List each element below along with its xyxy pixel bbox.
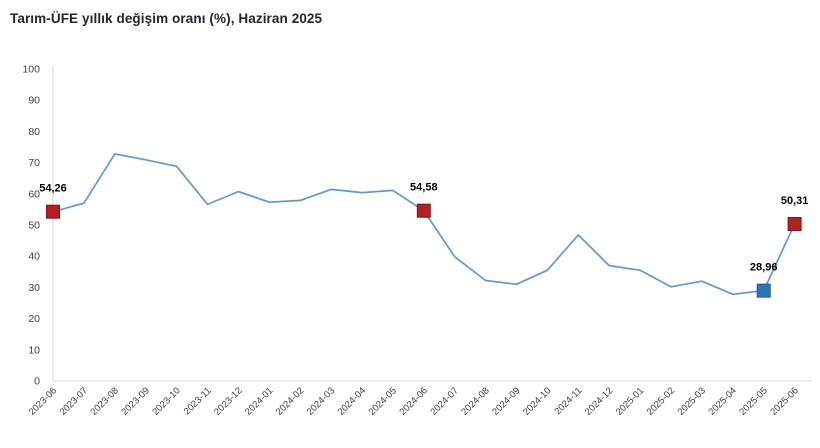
x-tick-label: 2025-04: [706, 385, 738, 417]
data-point-label-2023-06: 54,26: [39, 183, 67, 195]
x-tick-label: 2024-05: [367, 385, 399, 417]
x-tick-label: 2024-04: [336, 385, 368, 417]
data-line: [52, 153, 796, 296]
chart-title: Tarım-ÜFE yıllık değişim oranı (%), Hazi…: [10, 11, 323, 26]
x-tick-label: 2024-08: [459, 385, 491, 417]
x-tick-label: 2023-07: [58, 385, 90, 417]
x-tick-label: 2023-08: [88, 385, 120, 417]
data-point-label-2025-05: 28,96: [750, 262, 778, 274]
x-tick-label: 2024-02: [274, 385, 306, 417]
y-tick-label: 50: [28, 220, 40, 232]
x-tick-label: 2024-10: [521, 385, 553, 417]
data-point-label-2024-06: 54,58: [410, 182, 438, 194]
data-point-label-2025-06: 50,31: [781, 195, 809, 207]
data-marker-2025-05: [756, 283, 771, 298]
data-marker-2025-06: [787, 217, 802, 232]
x-tick-label: 2023-09: [119, 385, 151, 417]
y-tick-label: 10: [28, 344, 40, 356]
data-marker-2024-06: [416, 203, 431, 218]
y-tick-label: 60: [28, 188, 40, 200]
y-tick-label: 80: [28, 126, 40, 138]
y-tick-label: 90: [28, 95, 40, 107]
x-tick-label: 2024-07: [428, 385, 460, 417]
y-tick-label: 30: [28, 282, 40, 294]
x-tick-label: 2023-11: [182, 385, 214, 417]
y-tick-label: 100: [22, 64, 40, 76]
x-tick-label: 2025-01: [614, 385, 646, 417]
x-tick-label: 2023-10: [150, 385, 182, 417]
x-tick-label: 2025-02: [645, 385, 677, 417]
x-tick-label: 2025-06: [768, 385, 800, 417]
y-tick-label: 0: [34, 376, 40, 388]
y-tick-label: 70: [28, 157, 40, 169]
x-tick-label: 2024-06: [397, 385, 429, 417]
x-tick-label: 2023-06: [27, 385, 59, 417]
y-tick-label: 20: [28, 313, 40, 325]
x-tick-label: 2024-11: [552, 385, 584, 417]
x-tick-label: 2025-03: [676, 385, 708, 417]
y-tick-label: 40: [28, 251, 40, 263]
x-tick-label: 2024-12: [583, 385, 615, 417]
x-tick-label: 2025-05: [737, 385, 769, 417]
data-marker-2023-06: [46, 204, 60, 219]
x-tick-label: 2024-03: [305, 385, 337, 417]
x-tick-label: 2024-09: [490, 385, 522, 417]
x-tick-label: 2023-12: [212, 385, 244, 417]
x-tick-label: 2024-01: [243, 385, 275, 417]
